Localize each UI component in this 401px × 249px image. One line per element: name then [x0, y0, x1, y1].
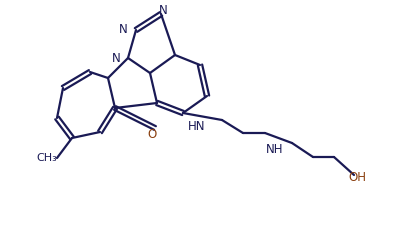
Text: N: N	[159, 3, 167, 16]
Text: CH₃: CH₃	[36, 153, 57, 163]
Text: OH: OH	[348, 171, 366, 184]
Text: N: N	[119, 22, 128, 36]
Text: HN: HN	[188, 120, 206, 132]
Text: N: N	[111, 52, 120, 64]
Text: O: O	[148, 127, 157, 140]
Text: NH: NH	[266, 142, 284, 155]
